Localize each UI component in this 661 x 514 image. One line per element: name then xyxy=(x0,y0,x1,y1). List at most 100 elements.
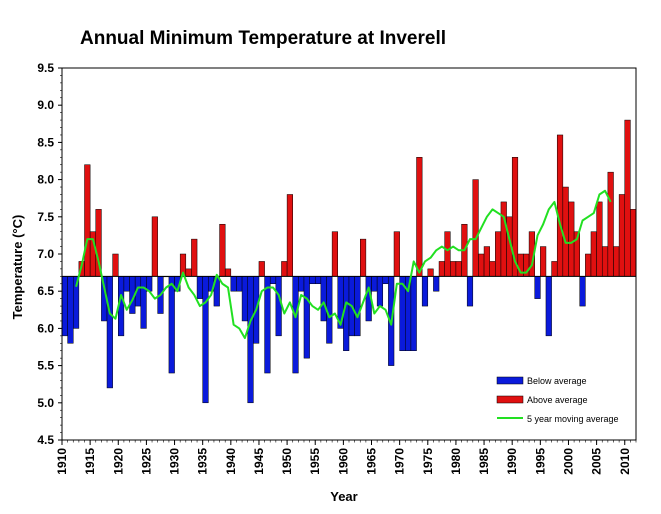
bar-2000 xyxy=(568,201,575,277)
y-tick-label: 7.0 xyxy=(37,247,54,261)
bar-1921 xyxy=(123,276,130,292)
x-tick-label: 1920 xyxy=(111,448,125,475)
x-tick-label: 2010 xyxy=(618,448,632,475)
moving-average-line xyxy=(75,189,612,340)
x-tick-label: 1955 xyxy=(308,448,322,475)
bar-1982 xyxy=(466,276,474,307)
bar-1918 xyxy=(106,276,113,389)
bar-1978 xyxy=(444,231,451,277)
bar-1953 xyxy=(303,276,310,359)
bar-1940 xyxy=(230,276,237,292)
x-tick-label: 1915 xyxy=(83,448,97,475)
bar-1926 xyxy=(151,216,158,277)
x-tick-label: 1965 xyxy=(365,448,379,475)
bar-2011 xyxy=(630,209,637,277)
y-tick-label: 9.0 xyxy=(37,98,54,112)
moving-average-layer xyxy=(75,189,612,340)
bar-1941 xyxy=(236,276,243,292)
bar-1943 xyxy=(247,276,254,404)
bar-1954 xyxy=(309,276,316,285)
bar-1942 xyxy=(241,276,248,322)
legend: Below average Above average 5 year movin… xyxy=(496,376,619,424)
x-tick-label: 1930 xyxy=(168,448,182,475)
bar-1969 xyxy=(393,231,400,277)
y-tick-label: 8.0 xyxy=(37,173,54,187)
bar-1972 xyxy=(410,276,417,351)
bar-1933 xyxy=(191,238,198,277)
bar-1985 xyxy=(483,246,490,277)
bar-1998 xyxy=(556,134,564,277)
bar-1948 xyxy=(275,276,282,337)
x-tick-label: 1990 xyxy=(505,448,519,475)
bar-1974 xyxy=(421,276,429,307)
bar-1934 xyxy=(196,276,203,299)
y-tick-label: 6.5 xyxy=(37,284,54,298)
legend-swatch-above xyxy=(496,395,524,404)
bar-1958 xyxy=(331,231,338,277)
bar-1997 xyxy=(551,261,558,277)
bar-2004 xyxy=(590,231,597,277)
bar-2008 xyxy=(613,246,620,277)
bar-1994 xyxy=(534,276,541,299)
bar-1962 xyxy=(354,276,361,337)
y-axis-title: Temperature (°C) xyxy=(10,215,25,320)
bar-1924 xyxy=(140,276,147,329)
bar-1951 xyxy=(292,276,299,374)
bar-2002 xyxy=(579,276,586,307)
ticks-layer: 4.5 5.0 5.5 6.0 6.5 7.0 7.5 8.0 8.5 9.0 9.5 1910 191… xyxy=(37,61,637,475)
bars-layer xyxy=(61,119,637,404)
bar-1950 xyxy=(286,194,293,277)
x-tick-label: 1910 xyxy=(55,448,69,475)
bar-1919 xyxy=(112,253,119,277)
bar-1987 xyxy=(495,231,502,277)
chart-title: Annual Minimum Temperature at Inverell xyxy=(80,28,446,49)
bar-1977 xyxy=(438,261,445,277)
bar-1914 xyxy=(84,164,91,277)
bar-1984 xyxy=(478,253,485,277)
y-tick-label: 9.5 xyxy=(37,61,54,75)
x-axis-title: Year xyxy=(330,489,357,504)
bar-1945 xyxy=(258,261,265,277)
bar-1999 xyxy=(562,186,569,277)
y-tick-label: 5.5 xyxy=(37,359,54,373)
y-tick-label: 7.5 xyxy=(37,210,54,224)
legend-swatch-below xyxy=(496,376,524,385)
bar-1946 xyxy=(264,276,271,374)
bar-1952 xyxy=(298,276,305,292)
y-tick-label: 4.5 xyxy=(37,433,54,447)
bar-1910 xyxy=(61,276,68,337)
x-tick-label: 1995 xyxy=(533,448,547,475)
x-tick-label: 1935 xyxy=(196,448,210,475)
bar-2010 xyxy=(624,119,631,277)
x-tick-label: 1985 xyxy=(477,448,491,475)
bar-1949 xyxy=(281,261,288,277)
bar-1979 xyxy=(450,261,457,277)
bar-1935 xyxy=(202,276,209,404)
y-tick-label: 6.0 xyxy=(37,321,54,335)
bar-1967 xyxy=(382,276,389,285)
bar-1983 xyxy=(472,179,479,277)
x-tick-label: 1970 xyxy=(393,448,407,475)
bar-1973 xyxy=(416,157,423,277)
bar-1975 xyxy=(427,268,434,277)
bar-1956 xyxy=(320,276,327,322)
x-tick-label: 2005 xyxy=(590,448,604,475)
bar-1986 xyxy=(489,261,496,277)
legend-label-above: Above average xyxy=(527,395,588,405)
legend-label-below: Below average xyxy=(527,376,587,386)
y-tick-label: 8.5 xyxy=(37,135,54,149)
bar-1965 xyxy=(371,276,378,292)
bar-1932 xyxy=(185,268,192,277)
bar-1976 xyxy=(433,276,440,292)
x-tick-label: 1945 xyxy=(252,448,266,475)
bar-1963 xyxy=(360,238,367,277)
bar-1947 xyxy=(269,276,277,285)
bar-1911 xyxy=(67,276,74,344)
bar-1966 xyxy=(376,276,384,307)
x-tick-label: 1975 xyxy=(421,448,435,475)
bar-1938 xyxy=(219,223,226,277)
bar-1996 xyxy=(545,276,552,337)
bar-1995 xyxy=(540,246,547,277)
